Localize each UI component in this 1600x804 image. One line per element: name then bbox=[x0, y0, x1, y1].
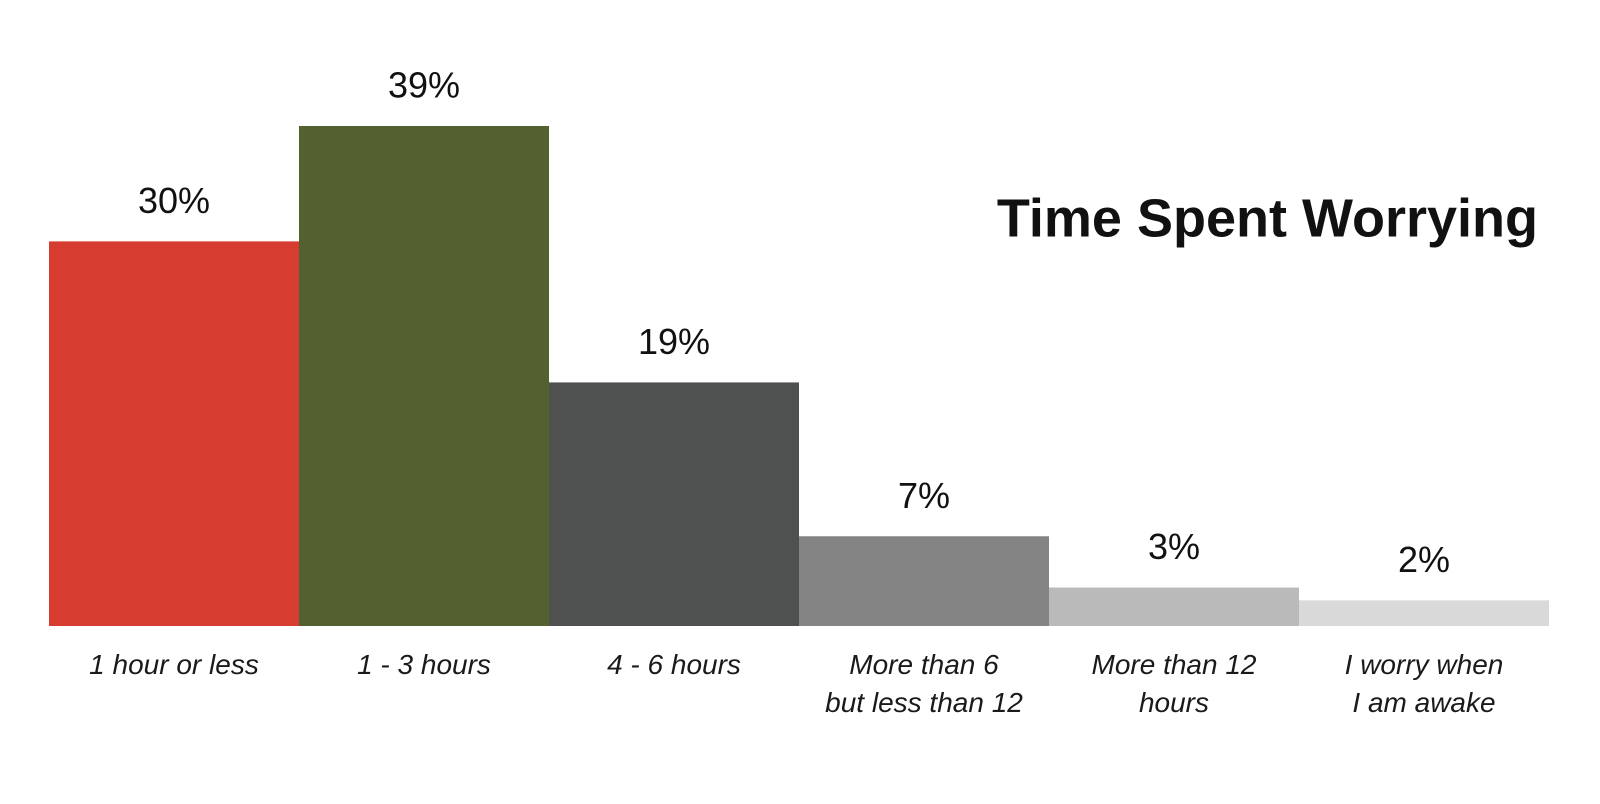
data-label: 30% bbox=[138, 180, 210, 221]
x-tick-label: 1 hour or less bbox=[89, 649, 259, 680]
x-tick-label: I worry when I am awake bbox=[1344, 649, 1504, 718]
x-tick-label: 1 - 3 hours bbox=[357, 649, 491, 680]
x-tick-label: More than 6 but less than 12 bbox=[825, 649, 1023, 718]
bar bbox=[549, 382, 799, 626]
data-label: 19% bbox=[638, 321, 710, 362]
data-label: 2% bbox=[1398, 539, 1450, 580]
bar bbox=[49, 241, 299, 626]
data-label: 7% bbox=[898, 475, 950, 516]
bar bbox=[299, 126, 549, 626]
bar bbox=[1049, 587, 1299, 626]
bar bbox=[1299, 600, 1549, 626]
x-tick-label: 4 - 6 hours bbox=[607, 649, 741, 680]
bar bbox=[799, 536, 1049, 626]
data-label: 3% bbox=[1148, 526, 1200, 567]
x-tick-label: More than 12 hours bbox=[1091, 649, 1257, 718]
data-label: 39% bbox=[388, 65, 460, 106]
chart-title: Time Spent Worrying bbox=[997, 188, 1538, 248]
